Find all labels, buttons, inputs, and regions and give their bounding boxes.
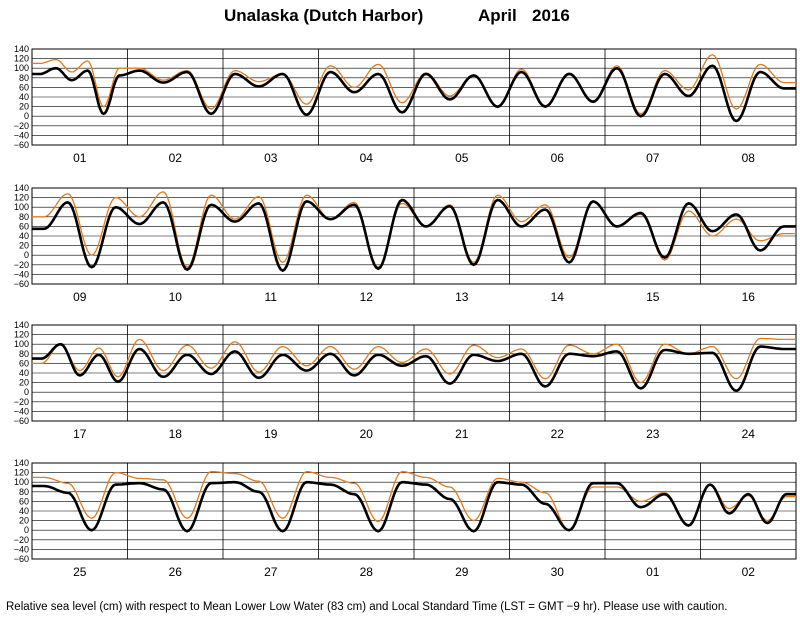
y-tick-label: −40 [14, 130, 29, 140]
day-label: 23 [646, 427, 660, 441]
day-label: 18 [169, 427, 183, 441]
day-label: 19 [264, 427, 278, 441]
day-label: 14 [551, 290, 565, 304]
y-tick-label: 0 [24, 525, 29, 535]
y-tick-label: −60 [14, 279, 29, 289]
day-label: 02 [742, 565, 756, 579]
day-label: 25 [73, 565, 87, 579]
day-label: 02 [169, 151, 183, 165]
day-label: 12 [360, 290, 374, 304]
y-tick-label: −20 [14, 397, 29, 407]
day-label: 28 [360, 565, 374, 579]
title-year: 2016 [532, 6, 570, 25]
day-label: 06 [551, 151, 565, 165]
y-tick-label: 80 [19, 349, 29, 359]
y-tick-label: 120 [14, 54, 29, 64]
y-tick-label: 80 [19, 73, 29, 83]
y-tick-label: 140 [14, 320, 29, 330]
observed-series-line [32, 198, 796, 273]
predicted-series-line [32, 337, 796, 384]
day-label: 20 [360, 427, 374, 441]
day-label: 30 [551, 565, 565, 579]
observed-series-line [32, 64, 796, 123]
y-tick-label: 60 [19, 221, 29, 231]
day-label: 29 [455, 565, 469, 579]
y-tick-label: −20 [14, 260, 29, 270]
observed-series-line [32, 480, 796, 533]
y-tick-label: 40 [19, 368, 29, 378]
y-tick-label: 120 [14, 468, 29, 478]
y-tick-label: 20 [19, 378, 29, 388]
y-tick-label: 60 [19, 82, 29, 92]
y-tick-label: 80 [19, 212, 29, 222]
y-tick-label: 100 [14, 477, 29, 487]
day-label: 09 [73, 290, 87, 304]
y-tick-label: −40 [14, 269, 29, 279]
y-tick-label: 140 [14, 458, 29, 468]
day-label: 13 [455, 290, 469, 304]
y-tick-label: 0 [24, 111, 29, 121]
chart-footnote: Relative sea level (cm) with respect to … [6, 601, 728, 613]
day-label: 04 [360, 151, 374, 165]
y-tick-label: −40 [14, 544, 29, 554]
day-label: 01 [646, 565, 660, 579]
day-label: 03 [264, 151, 278, 165]
y-tick-label: 100 [14, 202, 29, 212]
y-tick-label: 100 [14, 63, 29, 73]
day-label: 15 [646, 290, 660, 304]
day-label: 16 [742, 290, 756, 304]
predicted-series-line [32, 54, 796, 115]
y-tick-label: −60 [14, 416, 29, 426]
y-tick-label: 40 [19, 506, 29, 516]
day-label: 05 [455, 151, 469, 165]
day-label: 27 [264, 565, 278, 579]
y-tick-label: 20 [19, 102, 29, 112]
day-label: 07 [646, 151, 660, 165]
y-tick-label: −40 [14, 406, 29, 416]
y-tick-label: 40 [19, 231, 29, 241]
y-tick-label: 20 [19, 241, 29, 251]
day-label: 26 [169, 565, 183, 579]
y-tick-label: −20 [14, 535, 29, 545]
y-tick-label: 0 [24, 250, 29, 260]
day-label: 10 [169, 290, 183, 304]
title-location: Unalaska (Dutch Harbor) [224, 6, 424, 25]
title-month: April [478, 6, 517, 25]
y-tick-label: 100 [14, 339, 29, 349]
y-tick-label: 140 [14, 44, 29, 54]
chart-title: Unalaska (Dutch Harbor) April 2016 [0, 6, 800, 28]
y-tick-label: 0 [24, 387, 29, 397]
y-tick-label: 40 [19, 92, 29, 102]
day-label: 01 [73, 151, 87, 165]
y-tick-label: 60 [19, 358, 29, 368]
day-label: 17 [73, 427, 87, 441]
day-label: 08 [742, 151, 756, 165]
y-tick-label: 20 [19, 516, 29, 526]
y-tick-label: −60 [14, 140, 29, 150]
y-tick-label: 120 [14, 193, 29, 203]
day-label: 22 [551, 427, 565, 441]
y-tick-label: 80 [19, 487, 29, 497]
day-label: 11 [265, 290, 278, 304]
day-label: 24 [742, 427, 756, 441]
y-tick-label: 140 [14, 183, 29, 193]
y-tick-label: −60 [14, 554, 29, 564]
day-label: 21 [455, 427, 469, 441]
y-tick-label: 60 [19, 496, 29, 506]
y-tick-label: 120 [14, 330, 29, 340]
y-tick-label: −20 [14, 121, 29, 131]
observed-series-line [32, 342, 796, 393]
